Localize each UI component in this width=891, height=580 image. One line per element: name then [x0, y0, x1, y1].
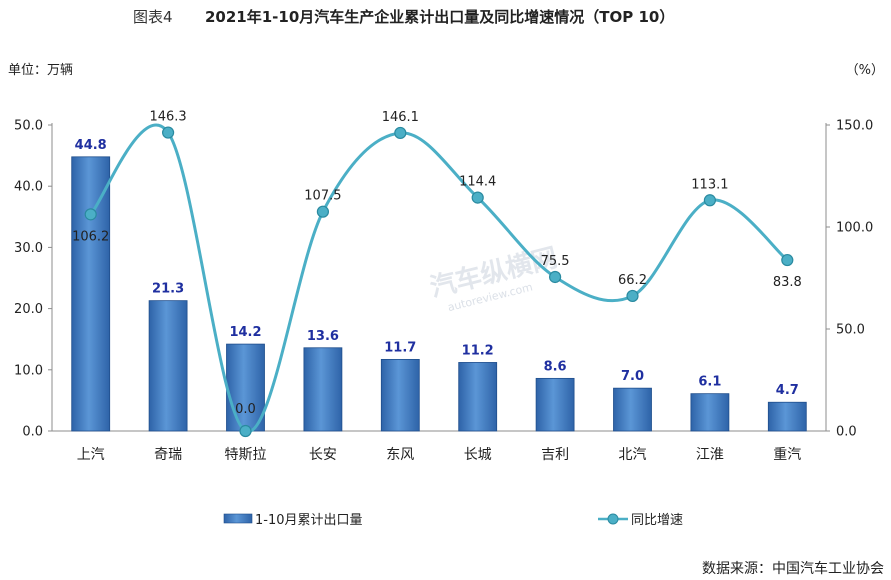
left-tick-label: 0.0 [22, 425, 43, 440]
category-label: 吉利 [541, 447, 569, 463]
bar-value-label: 11.7 [384, 340, 416, 355]
category-label: 江淮 [696, 447, 724, 463]
line-marker [781, 253, 794, 267]
line-marker [471, 191, 484, 204]
bar-value-label: 7.0 [621, 369, 644, 384]
bar-value-label: 13.6 [307, 329, 339, 344]
line-value-label: 75.5 [541, 254, 570, 269]
bar-series: 44.8 21.3 14.2 13.6 11.7 11.2 8.6 7.0 6.1 4.7 [71, 138, 807, 432]
source-note: 数据来源：中国汽车工业协会 [702, 560, 884, 577]
line-value-label: 114.4 [459, 175, 496, 190]
left-tick-label: 20.0 [14, 302, 43, 317]
chart-title: 2021年1-10月汽车生产企业累计出口量及同比增速情况（TOP 10） [205, 8, 674, 26]
bar-value-label: 14.2 [229, 325, 261, 340]
line-marker [162, 126, 175, 139]
category-label: 奇瑞 [154, 446, 182, 463]
line-value-label: 113.1 [691, 177, 728, 192]
bar-value-label: 11.2 [462, 343, 494, 358]
left-axis-unit: 单位：万辆 [8, 63, 73, 78]
bar-北汽 [613, 387, 652, 432]
line-marker [703, 194, 717, 207]
line-value-label: 83.8 [773, 275, 802, 290]
left-tick-label: 30.0 [14, 241, 43, 256]
left-tick-label: 10.0 [14, 363, 43, 378]
category-label: 特斯拉 [225, 447, 267, 463]
legend-line-marker [607, 513, 619, 525]
bar-奇瑞 [148, 300, 188, 432]
bar-特斯拉 [226, 343, 265, 432]
bar-value-label: 8.6 [544, 359, 567, 374]
line-marker [394, 126, 407, 140]
right-tick-label: 50.0 [836, 323, 865, 338]
right-axis-unit: （%） [846, 63, 884, 78]
line-marker [548, 270, 562, 284]
bar-重汽 [767, 401, 807, 432]
bar-长城 [458, 362, 498, 432]
right-tick-label: 0.0 [836, 425, 857, 440]
legend-bar-swatch [223, 513, 253, 524]
left-tick-label: 40.0 [14, 180, 43, 195]
line-marker [84, 208, 97, 221]
right-tick-label: 100.0 [836, 221, 873, 236]
line-value-label: 106.2 [72, 229, 109, 244]
legend-bar-label: 1-10月累计出口量 [255, 513, 363, 528]
line-value-label: 66.2 [618, 273, 647, 288]
category-label: 北汽 [619, 447, 647, 463]
line-marker [239, 424, 252, 438]
category-label: 上汽 [77, 447, 105, 463]
bar-value-label: 4.7 [776, 383, 799, 398]
bar-value-label: 6.1 [698, 375, 721, 390]
bar-value-label: 44.8 [75, 138, 107, 153]
line-value-label: 0.0 [235, 402, 256, 417]
bar-长安 [303, 347, 343, 432]
bar-value-label: 21.3 [152, 282, 184, 297]
line-marker [316, 205, 329, 218]
category-label: 重汽 [773, 447, 801, 463]
legend: 1-10月累计出口量 同比增速 [223, 513, 683, 528]
figure-label: 图表4 [133, 8, 173, 26]
right-tick-label: 150.0 [836, 119, 873, 134]
bar-东风 [380, 358, 420, 432]
bar-上汽 [71, 156, 111, 432]
line-value-label: 107.5 [304, 189, 341, 204]
category-label: 东风 [386, 447, 414, 463]
line-value-label: 146.3 [149, 110, 186, 125]
left-tick-label: 50.0 [14, 119, 43, 134]
category-label: 长安 [309, 447, 337, 463]
bar-吉利 [535, 377, 575, 432]
bar-江淮 [690, 393, 730, 432]
right-axis-ticks: 0.0 50.0 100.0 150.0 [826, 119, 873, 440]
line-value-label: 146.1 [382, 110, 419, 125]
left-axis-ticks: 0.0 10.0 20.0 30.0 40.0 50.0 [14, 119, 52, 440]
category-label: 长城 [464, 447, 492, 463]
line-marker [626, 289, 639, 303]
legend-line-label: 同比增速 [631, 513, 683, 528]
line-series: 106.2 146.3 0.0 107.5 146.1 114.4 75.5 66.2 113.… [72, 110, 802, 438]
category-labels: 上汽 奇瑞 特斯拉 长安 东风 长城 吉利 北汽 江淮 重汽 [77, 446, 802, 463]
